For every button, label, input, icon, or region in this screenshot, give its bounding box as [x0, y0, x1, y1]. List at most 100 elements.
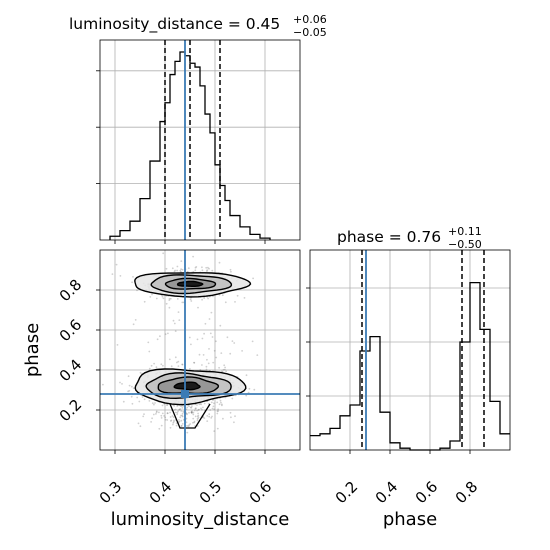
sample-point [162, 297, 165, 300]
sample-point [206, 358, 208, 361]
sample-point [201, 298, 204, 301]
sample-point [142, 415, 145, 418]
sample-point [205, 365, 208, 368]
sample-point [220, 352, 223, 354]
sample-point [208, 415, 211, 418]
sample-point [173, 409, 176, 411]
sample-point [190, 406, 193, 409]
y-tick-label: 0.4 [56, 356, 86, 386]
sample-point [181, 415, 184, 418]
sample-point [219, 324, 222, 327]
phase-title-plus: +0.11 [448, 225, 482, 238]
sample-point [198, 403, 201, 406]
sample-point [198, 353, 201, 356]
sample-point [181, 363, 184, 366]
sample-point [168, 297, 171, 300]
sample-point [181, 412, 184, 415]
sample-point [131, 402, 134, 405]
sample-point [181, 301, 184, 304]
sample-point [179, 416, 182, 419]
sample-point [212, 405, 215, 408]
sample-point [174, 269, 177, 272]
sample-point [197, 306, 199, 309]
sample-point [208, 318, 211, 320]
density-contour [176, 280, 204, 287]
sample-point [203, 297, 206, 299]
sample-point [151, 293, 153, 296]
sample-point [203, 417, 206, 419]
sample-point [176, 269, 179, 272]
sample-point [176, 265, 179, 268]
sample-point [222, 368, 225, 371]
sample-point [143, 398, 146, 401]
histogram-step-line [109, 51, 271, 240]
sample-point [231, 397, 234, 400]
sample-point [171, 267, 174, 270]
sample-point [193, 361, 195, 364]
sample-point [178, 419, 180, 421]
sample-point [172, 416, 175, 419]
sample-point [203, 332, 206, 335]
sample-point [207, 362, 210, 365]
sample-point [217, 410, 220, 412]
sample-point [143, 300, 146, 303]
sample-point [119, 381, 121, 384]
x-tick-label: 0.6 [246, 478, 276, 508]
sample-point [170, 419, 173, 422]
x-tick-label: 0.6 [412, 478, 442, 508]
sample-point [202, 406, 204, 409]
sample-point [180, 425, 183, 428]
density-contour [173, 381, 201, 391]
sample-point [119, 275, 122, 277]
sample-point [234, 301, 236, 303]
sample-point [256, 354, 259, 356]
truth-marker [181, 390, 189, 398]
sample-point [218, 366, 221, 369]
sample-point [211, 407, 214, 410]
sample-point [178, 420, 181, 423]
sample-point [196, 417, 199, 420]
sample-point [197, 414, 200, 417]
sample-point [201, 364, 203, 366]
sample-point [180, 424, 183, 427]
sample-point [251, 340, 254, 343]
sample-point [187, 267, 190, 270]
density-contour [169, 403, 211, 429]
joint-inner [90, 250, 300, 450]
phase-title-minus: −0.50 [448, 238, 482, 251]
sample-point [90, 397, 92, 399]
sample-point [212, 361, 215, 364]
sample-point [216, 427, 219, 430]
sample-point [178, 408, 181, 411]
sample-point [169, 416, 172, 418]
sample-point [196, 409, 199, 412]
sample-point [132, 276, 134, 278]
sample-point [208, 267, 210, 270]
sample-point [211, 415, 213, 418]
sample-point [174, 356, 177, 359]
sample-point [229, 268, 232, 271]
sample-point [150, 421, 153, 423]
sample-point [148, 350, 151, 353]
sample-point [188, 411, 190, 414]
sample-point [181, 404, 184, 407]
sample-point [191, 405, 193, 407]
sample-point [193, 361, 196, 364]
sample-point [216, 410, 219, 413]
luminosity-distance-histogram-panel [96, 39, 301, 244]
sample-point [161, 295, 164, 298]
sample-point [180, 405, 182, 407]
sample-point [180, 268, 183, 271]
sample-point [219, 399, 222, 402]
sample-point [160, 363, 163, 366]
sample-point [176, 413, 179, 416]
sample-point [202, 354, 205, 356]
sample-point [196, 419, 199, 422]
sample-point [229, 411, 232, 414]
sample-point [195, 407, 197, 410]
sample-point [221, 370, 223, 373]
sample-point [132, 323, 135, 326]
sample-point [166, 412, 169, 415]
sample-point [226, 336, 229, 339]
sample-point [181, 423, 184, 425]
